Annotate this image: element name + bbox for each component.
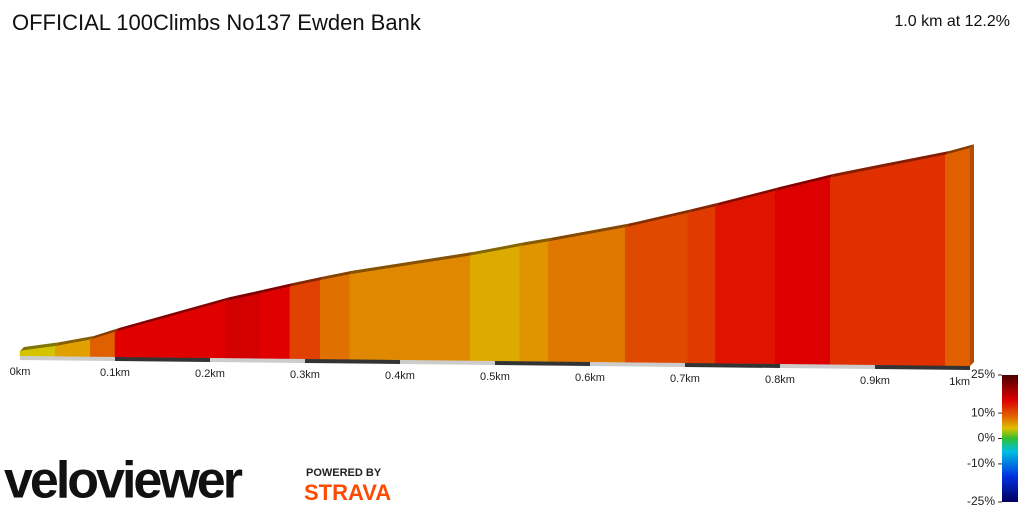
x-tick-label: 0.7km bbox=[670, 373, 700, 385]
profile-segment bbox=[114, 300, 226, 359]
profile-segment bbox=[260, 286, 291, 360]
x-tick-label: 0.5km bbox=[480, 371, 510, 383]
profile-top bbox=[260, 282, 294, 294]
strava: STRAVA bbox=[304, 480, 391, 505]
colorbar-label: -25% bbox=[967, 494, 995, 508]
axis-band bbox=[399, 360, 496, 365]
profile-top bbox=[687, 202, 720, 214]
colorbar-label: 0% bbox=[978, 431, 996, 445]
x-tick-label: 0.2km bbox=[195, 368, 225, 380]
axis-band bbox=[304, 359, 401, 364]
profile-top bbox=[945, 144, 974, 155]
colorbar-label: -10% bbox=[967, 456, 995, 470]
logo: veloviewer bbox=[4, 452, 243, 510]
profile-top bbox=[115, 297, 230, 332]
chart-title: OFFICIAL 100Climbs No137 Ewden Bank bbox=[12, 10, 422, 35]
x-tick-label: 0.1km bbox=[100, 367, 130, 379]
profile-segment bbox=[945, 147, 971, 367]
profile-end bbox=[970, 144, 974, 366]
summary: 1.0 km at 12.2% bbox=[894, 13, 1010, 30]
x-tick-label: 0.9km bbox=[860, 375, 890, 387]
profile-top bbox=[289, 276, 325, 287]
profile-top bbox=[519, 237, 553, 247]
profile-segment bbox=[470, 246, 520, 362]
profile-segment bbox=[830, 154, 946, 366]
profile-top bbox=[775, 173, 835, 192]
profile-segment bbox=[624, 212, 689, 364]
colorbar-label: 25% bbox=[971, 367, 995, 381]
profile-segment bbox=[224, 293, 261, 359]
axis-band bbox=[874, 365, 971, 370]
profile-segment bbox=[90, 331, 116, 358]
x-tick-label: 1km bbox=[949, 376, 970, 388]
axis-band bbox=[589, 362, 686, 367]
profile-segment bbox=[687, 206, 716, 364]
profile-segment bbox=[775, 177, 831, 365]
profile-segment bbox=[349, 255, 471, 361]
profile-top bbox=[55, 335, 95, 347]
x-tick-label: 0.3km bbox=[290, 369, 320, 381]
profile-top bbox=[225, 289, 265, 302]
profile-segment bbox=[547, 227, 626, 363]
profile-segment bbox=[319, 274, 350, 360]
powered-by: POWERED BY bbox=[306, 467, 382, 479]
profile-top bbox=[320, 270, 354, 281]
colorbar bbox=[1002, 375, 1018, 502]
profile-segment bbox=[519, 241, 549, 362]
profile-segment bbox=[289, 280, 321, 360]
axis-band bbox=[19, 356, 116, 361]
colorbar-label: 10% bbox=[971, 405, 995, 419]
x-tick-label: 0.4km bbox=[385, 370, 415, 382]
profile-top bbox=[830, 150, 950, 178]
profile-top bbox=[90, 327, 119, 340]
x-tick-label: 0.8km bbox=[765, 374, 795, 386]
profile-top bbox=[470, 242, 524, 256]
profile-top bbox=[715, 187, 780, 207]
x-tick-label: 0.6km bbox=[575, 372, 605, 384]
profile-top bbox=[20, 342, 60, 351]
profile-top bbox=[625, 209, 692, 228]
x-tick-label: 0km bbox=[10, 366, 31, 378]
profile-segment bbox=[715, 190, 776, 365]
axis-band bbox=[684, 363, 781, 368]
axis-band bbox=[779, 364, 876, 369]
profile-top bbox=[548, 223, 630, 242]
axis-band bbox=[494, 361, 591, 366]
axis-band bbox=[209, 358, 306, 363]
profile-top bbox=[349, 251, 475, 275]
axis-band bbox=[114, 357, 211, 362]
